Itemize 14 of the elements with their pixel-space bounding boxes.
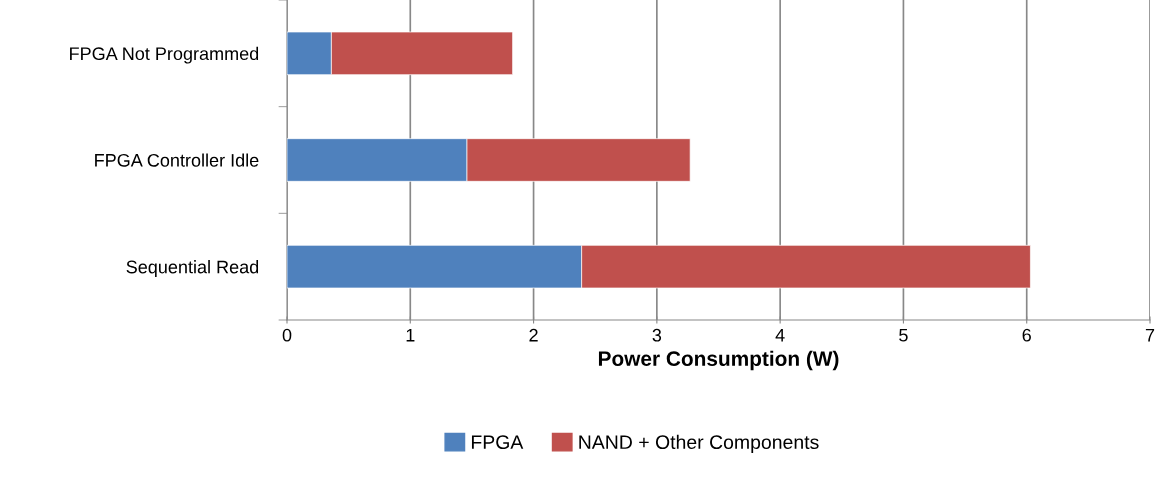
legend-label: NAND + Other Components <box>579 434 819 453</box>
y-tick-label: Sequential Read <box>126 260 259 277</box>
x-tick-label: 2 <box>529 328 538 342</box>
legend-label: FPGA <box>471 435 524 450</box>
x-tick-label: 1 <box>406 329 415 342</box>
x-tick-label: 6 <box>1022 328 1031 342</box>
x-tick-label: 7 <box>1145 329 1155 342</box>
x-tick-label: 3 <box>652 328 662 342</box>
x-tick-label: 4 <box>775 329 785 342</box>
x-axis-title: Power Consumption (W) <box>598 350 839 371</box>
y-tick-label: FPGA Not Programmed <box>70 46 259 64</box>
y-tick-label: FPGA Controller Idle <box>95 153 259 167</box>
x-tick-label: 5 <box>899 329 908 342</box>
x-tick-label: 0 <box>282 328 292 342</box>
